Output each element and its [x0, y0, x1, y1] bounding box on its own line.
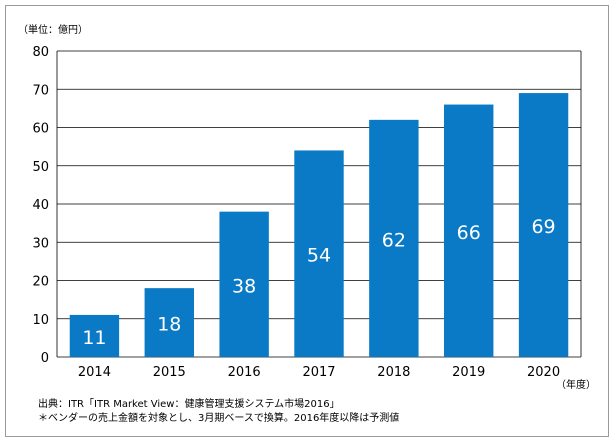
bars: 11 18 38 54 62 66 69	[69, 93, 569, 357]
y-tick-label-30: 30	[32, 236, 49, 251]
x-tick-label-2016: 2016	[228, 365, 261, 380]
x-tick-label-2015: 2015	[153, 365, 186, 380]
y-axis-ticks: 0 10 20 30 40 50 60 70 80	[32, 45, 49, 366]
x-tick-label-2017: 2017	[302, 365, 335, 380]
x-tick-label-2019: 2019	[452, 365, 485, 380]
x-tick-label-2014: 2014	[78, 365, 111, 380]
y-tick-label-10: 10	[32, 313, 49, 328]
data-label-2020: 69	[531, 216, 555, 238]
data-label-2015: 18	[157, 314, 181, 336]
data-label-2017: 54	[307, 245, 331, 267]
x-axis-ticks: 2014 2015 2016 2017 2018 2019 2020	[78, 365, 560, 380]
y-tick-label-0: 0	[41, 351, 49, 366]
y-tick-label-80: 80	[32, 45, 49, 60]
data-label-2016: 38	[232, 275, 256, 297]
y-tick-label-40: 40	[32, 198, 49, 213]
unit-label: （単位：億円）	[18, 23, 88, 36]
bar-2014	[69, 314, 120, 357]
y-tick-label-70: 70	[32, 83, 49, 98]
source-note: 出典：ITR「ITR Market View：健康管理支援システム市場2016」	[38, 399, 340, 410]
y-tick-label-20: 20	[32, 275, 49, 290]
bar-2017	[294, 150, 344, 357]
data-label-2019: 66	[457, 222, 481, 244]
x-tick-label-2018: 2018	[377, 365, 410, 380]
footnote: ＊ベンダーの売上金額を対象とし、3月期ベースで換算。2016年度以降は予測値	[38, 413, 400, 424]
data-label-2014: 11	[82, 327, 106, 349]
y-tick-label-60: 60	[32, 122, 49, 137]
y-tick-label-50: 50	[32, 160, 49, 175]
gridlines	[56, 50, 582, 358]
bar-2020	[518, 93, 569, 357]
bar-2019	[444, 104, 494, 357]
bar-2016	[219, 211, 269, 357]
bar-2018	[369, 119, 419, 357]
x-axis-unit-label: （年度）	[556, 378, 596, 391]
data-label-2018: 62	[382, 229, 406, 251]
bar-2015	[144, 288, 194, 357]
x-tick-label-2020: 2020	[527, 365, 560, 380]
